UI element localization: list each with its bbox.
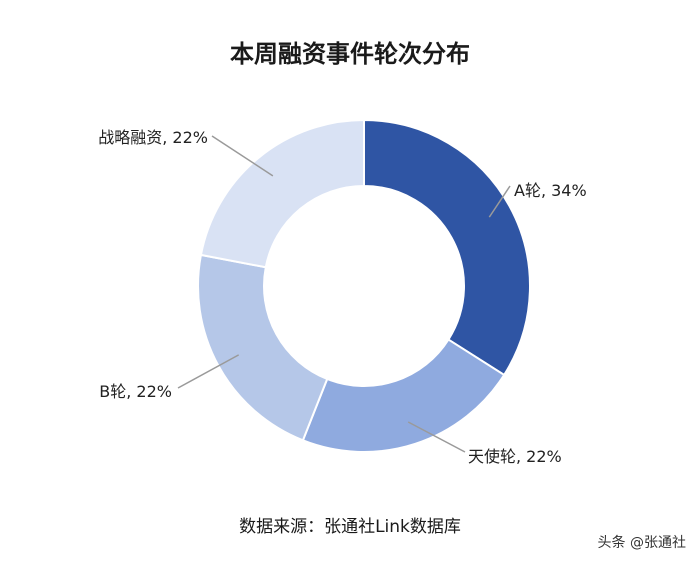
slice-label-2: B轮, 22% (99, 382, 172, 401)
slice-3 (199, 118, 365, 269)
data-source-note: 数据来源：张通社Link数据库 (239, 517, 461, 537)
chart-title: 本周融资事件轮次分布 (230, 40, 470, 68)
slice-0 (363, 118, 531, 377)
slice-label-3: 战略融资, 22% (98, 128, 208, 147)
slice-1 (301, 338, 506, 453)
leader-line-1 (407, 421, 466, 453)
leader-line-3 (211, 135, 274, 177)
slice-label-1: 天使轮, 22% (468, 447, 562, 466)
watermark: 头条 @张通社 (597, 535, 686, 551)
leader-line-0 (488, 185, 511, 218)
leader-line-2 (177, 354, 240, 389)
slice-label-0: A轮, 34% (514, 181, 587, 200)
slice-2 (197, 253, 329, 442)
